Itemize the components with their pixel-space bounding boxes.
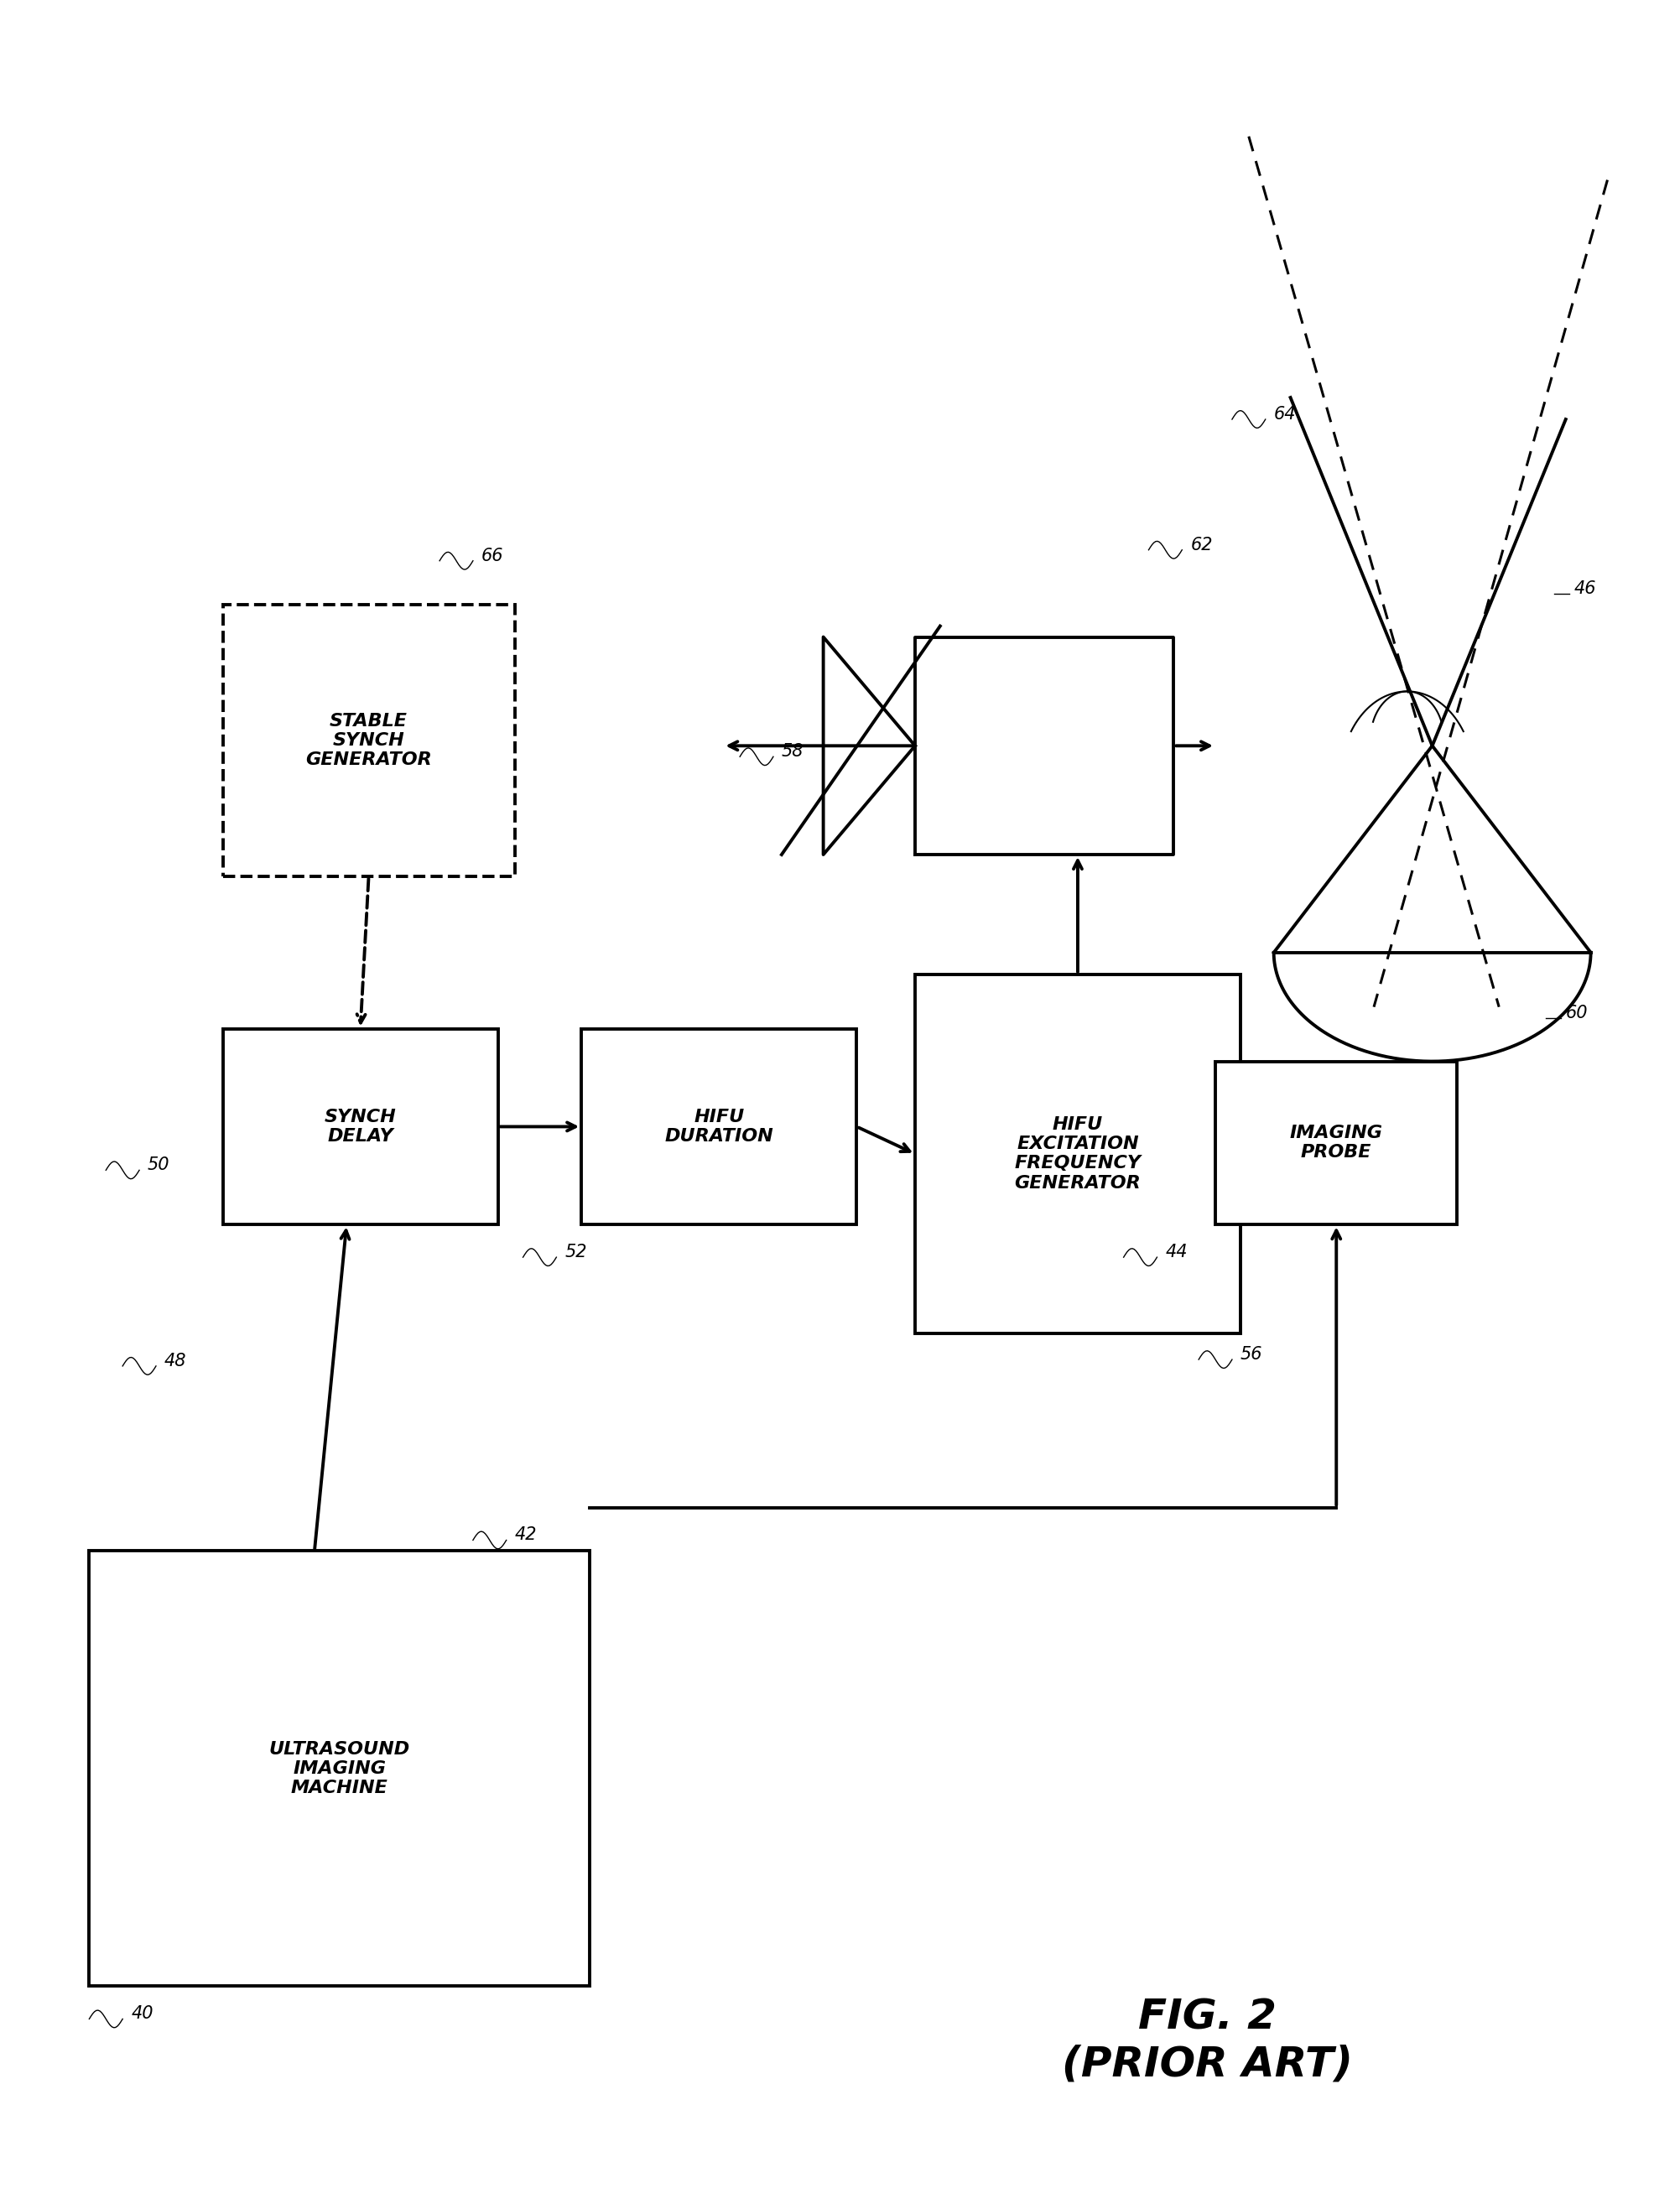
Text: HIFU
DURATION: HIFU DURATION [665, 1109, 773, 1144]
Text: 46: 46 [1574, 580, 1596, 597]
Text: 40: 40 [131, 2006, 153, 2022]
Text: ULTRASOUND
IMAGING
MACHINE: ULTRASOUND IMAGING MACHINE [269, 1742, 410, 1796]
Text: IMAGING
PROBE: IMAGING PROBE [1290, 1125, 1383, 1162]
Text: STABLE
SYNCH
GENERATOR: STABLE SYNCH GENERATOR [306, 713, 432, 768]
Text: SYNCH
DELAY: SYNCH DELAY [324, 1109, 396, 1144]
FancyBboxPatch shape [916, 974, 1240, 1332]
Text: 42: 42 [514, 1527, 538, 1543]
Text: 64: 64 [1273, 407, 1295, 422]
Text: 66: 66 [480, 547, 504, 565]
Text: 62: 62 [1191, 536, 1213, 554]
Text: 56: 56 [1240, 1346, 1263, 1363]
FancyBboxPatch shape [581, 1028, 857, 1225]
Text: 44: 44 [1166, 1243, 1188, 1260]
Text: FIG. 2
(PRIOR ART): FIG. 2 (PRIOR ART) [1062, 1998, 1352, 2085]
Text: 60: 60 [1566, 1004, 1588, 1022]
Text: 48: 48 [165, 1352, 186, 1370]
FancyBboxPatch shape [89, 1551, 590, 1987]
Text: 50: 50 [148, 1157, 170, 1173]
FancyBboxPatch shape [223, 1028, 497, 1225]
FancyBboxPatch shape [223, 604, 514, 877]
Text: 52: 52 [564, 1243, 586, 1260]
Text: HIFU
EXCITATION
FREQUENCY
GENERATOR: HIFU EXCITATION FREQUENCY GENERATOR [1015, 1116, 1141, 1192]
Text: 58: 58 [781, 744, 803, 759]
FancyBboxPatch shape [1215, 1061, 1457, 1225]
